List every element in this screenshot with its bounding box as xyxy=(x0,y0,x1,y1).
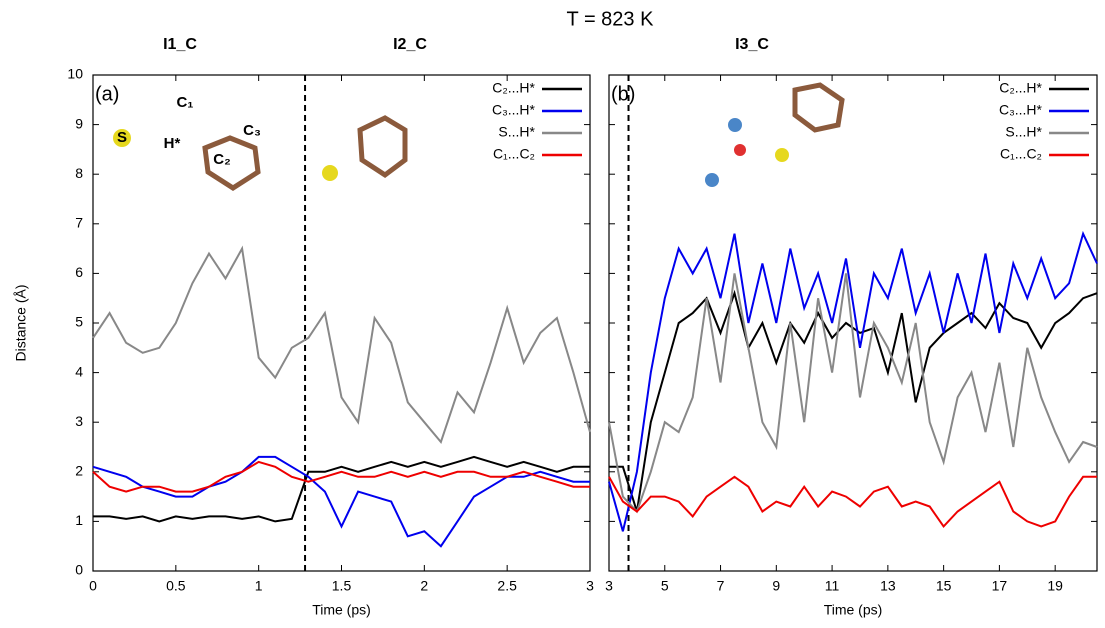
molecule-icons xyxy=(113,85,842,188)
data-line xyxy=(93,457,590,546)
y-tick-label: 7 xyxy=(75,215,83,231)
x-tick-label: 3 xyxy=(586,578,594,594)
y-tick-label: 0 xyxy=(75,562,83,578)
sulfur-atom xyxy=(322,165,338,181)
y-tick-label: 5 xyxy=(75,314,83,330)
benzene-ring xyxy=(795,85,842,130)
x-axis-label: Time (ps) xyxy=(312,602,371,618)
y-tick-label: 8 xyxy=(75,165,83,181)
y-tick-label: 6 xyxy=(75,264,83,280)
x-tick-label: 7 xyxy=(717,578,725,594)
state-label: I3_C xyxy=(735,36,769,53)
atom-label: C₃ xyxy=(243,122,261,139)
y-axis-label: Distance (Å) xyxy=(13,284,29,361)
atom-label: C₁ xyxy=(176,94,193,111)
legend-label: C₁...C₂ xyxy=(493,146,535,162)
y-tick-label: 9 xyxy=(75,115,83,131)
y-tick-label: 3 xyxy=(75,413,83,429)
y-tick-label: 4 xyxy=(75,363,83,379)
atom-label: C₂ xyxy=(213,151,231,168)
x-tick-label: 2.5 xyxy=(497,578,517,594)
panel-label: (b) xyxy=(611,83,635,105)
y-tick-label: 1 xyxy=(75,512,83,528)
legend-label: S...H* xyxy=(1005,124,1042,140)
x-tick-label: 15 xyxy=(936,578,952,594)
state-label: I2_C xyxy=(393,36,427,53)
data-line xyxy=(93,249,590,442)
panel-label: (a) xyxy=(95,83,119,105)
atom xyxy=(734,144,746,156)
data-line xyxy=(609,234,1097,532)
atom-label: H* xyxy=(164,135,181,152)
x-tick-label: 1.5 xyxy=(332,578,352,594)
figure-title: T = 823 K xyxy=(567,8,655,30)
x-tick-label: 0.5 xyxy=(166,578,186,594)
y-tick-label: 10 xyxy=(67,66,83,82)
figure: T = 823 K 0 1 2 3 4 5 6 7 8 9 10 0 0.5 1 1.5 2 2.5 3 Time … xyxy=(0,0,1105,628)
x-tick-label: 3 xyxy=(605,578,613,594)
data-line xyxy=(609,293,1097,511)
x-tick-label: 2 xyxy=(420,578,428,594)
y-tick-label: 2 xyxy=(75,463,83,479)
x-tick-label: 0 xyxy=(89,578,97,594)
atom xyxy=(705,173,719,187)
legend-label: C₂...H* xyxy=(999,80,1042,96)
state-label: I1_C xyxy=(163,36,197,53)
x-tick-label: 13 xyxy=(880,578,896,594)
x-axis-label: Time (ps) xyxy=(824,602,883,618)
atom-label: S xyxy=(117,129,127,146)
x-tick-label: 11 xyxy=(825,578,840,594)
legend-label: C₁...C₂ xyxy=(1000,146,1042,162)
x-tick-label: 9 xyxy=(772,578,780,594)
sulfur-atom xyxy=(775,148,789,162)
atom xyxy=(728,118,742,132)
x-tick-label: 1 xyxy=(255,578,263,594)
legend-label: S...H* xyxy=(498,124,535,140)
legend-label: C₂...H* xyxy=(492,80,535,96)
data-line xyxy=(609,477,1097,527)
x-tick-label: 19 xyxy=(1047,578,1063,594)
x-tick-label: 17 xyxy=(992,578,1008,594)
legend-label: C₃...H* xyxy=(999,102,1043,118)
legend-label: C₃...H* xyxy=(492,102,536,118)
x-tick-label: 5 xyxy=(661,578,669,594)
benzene-ring xyxy=(360,118,405,175)
